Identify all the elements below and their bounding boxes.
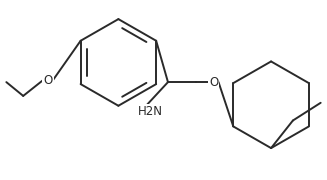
Text: H2N: H2N xyxy=(138,105,163,118)
Text: O: O xyxy=(43,74,53,87)
Text: O: O xyxy=(209,76,218,89)
